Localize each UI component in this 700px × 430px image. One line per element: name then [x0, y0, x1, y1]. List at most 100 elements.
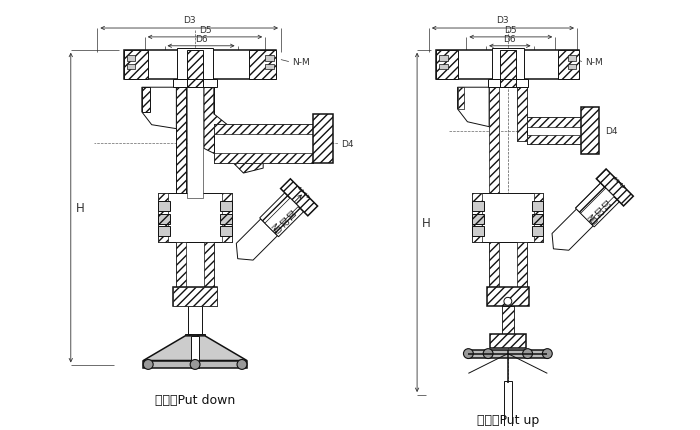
Polygon shape — [580, 189, 614, 222]
Text: 上展式Put up: 上展式Put up — [477, 413, 539, 426]
Text: D1: D1 — [598, 199, 612, 212]
Polygon shape — [265, 199, 298, 232]
Bar — [488, 80, 528, 88]
Bar — [531, 215, 543, 225]
Bar — [517, 88, 526, 142]
Text: D4: D4 — [606, 127, 618, 136]
Text: N-M: N-M — [584, 58, 603, 67]
Text: D4: D4 — [341, 140, 354, 149]
Bar — [489, 88, 499, 198]
Bar — [176, 243, 214, 287]
Bar — [174, 80, 217, 88]
Text: D5: D5 — [199, 26, 211, 35]
Circle shape — [483, 349, 493, 359]
Bar — [568, 55, 576, 61]
Bar — [526, 117, 581, 127]
Bar — [220, 227, 232, 237]
Bar — [191, 336, 199, 369]
Bar — [531, 227, 543, 237]
Bar — [533, 194, 543, 243]
Bar — [265, 64, 274, 70]
Text: D6: D6 — [195, 35, 207, 44]
Bar — [187, 88, 203, 198]
Bar — [187, 51, 203, 80]
Bar — [489, 243, 526, 287]
Circle shape — [144, 359, 153, 369]
Bar — [314, 114, 333, 164]
Text: D3: D3 — [183, 16, 195, 25]
Bar — [440, 55, 448, 61]
Bar — [144, 361, 247, 369]
Bar — [176, 243, 186, 287]
Bar — [124, 51, 148, 80]
Text: D3: D3 — [496, 16, 509, 25]
Bar — [176, 88, 186, 198]
Bar — [487, 287, 528, 307]
Bar — [158, 201, 170, 211]
Polygon shape — [458, 88, 489, 127]
Bar — [127, 64, 135, 70]
Bar — [173, 287, 217, 307]
Bar — [188, 307, 202, 336]
Bar — [436, 51, 580, 80]
Text: 下展式Put down: 下展式Put down — [155, 393, 235, 406]
Bar — [214, 154, 314, 164]
Bar — [214, 124, 314, 164]
Circle shape — [463, 349, 473, 359]
Circle shape — [523, 349, 533, 359]
Bar — [531, 201, 543, 211]
Polygon shape — [144, 336, 247, 361]
Text: D1: D1 — [283, 209, 296, 222]
Bar — [502, 307, 514, 336]
Polygon shape — [596, 169, 634, 206]
Circle shape — [504, 298, 512, 306]
Bar — [490, 334, 526, 348]
Bar — [124, 51, 276, 80]
Circle shape — [237, 359, 247, 369]
Bar — [526, 135, 581, 145]
Bar — [581, 108, 598, 155]
Bar — [158, 227, 170, 237]
Bar — [504, 381, 512, 426]
Polygon shape — [204, 88, 263, 174]
Bar — [220, 215, 232, 225]
Polygon shape — [575, 184, 620, 227]
Polygon shape — [260, 194, 304, 237]
Bar — [500, 51, 516, 80]
Bar — [517, 88, 526, 142]
Text: D2: D2 — [592, 206, 605, 219]
Text: ND: ND — [584, 212, 598, 227]
Bar — [558, 51, 580, 80]
Circle shape — [542, 349, 552, 359]
Bar — [489, 243, 499, 287]
Bar — [436, 51, 458, 80]
Bar — [222, 194, 232, 243]
Bar — [127, 55, 135, 61]
Text: H: H — [76, 202, 85, 215]
Bar — [204, 243, 214, 287]
Polygon shape — [237, 219, 277, 261]
Circle shape — [190, 359, 200, 369]
Bar — [158, 215, 170, 225]
Bar — [204, 88, 214, 147]
Bar — [220, 201, 232, 211]
Bar — [173, 287, 217, 307]
Bar — [458, 88, 464, 110]
Polygon shape — [281, 179, 318, 216]
Bar — [568, 64, 576, 70]
Bar — [473, 194, 543, 243]
Text: N-M: N-M — [292, 58, 309, 67]
Bar — [526, 117, 581, 145]
Bar — [473, 201, 484, 211]
Bar — [158, 194, 168, 243]
Text: H: H — [422, 216, 430, 229]
Bar — [440, 64, 448, 70]
Bar — [502, 307, 514, 336]
Bar — [158, 194, 232, 243]
Bar — [265, 55, 274, 61]
Bar — [214, 124, 314, 134]
Bar — [249, 51, 276, 80]
Bar — [517, 243, 526, 287]
Text: ND: ND — [268, 222, 283, 236]
Bar — [500, 80, 516, 88]
